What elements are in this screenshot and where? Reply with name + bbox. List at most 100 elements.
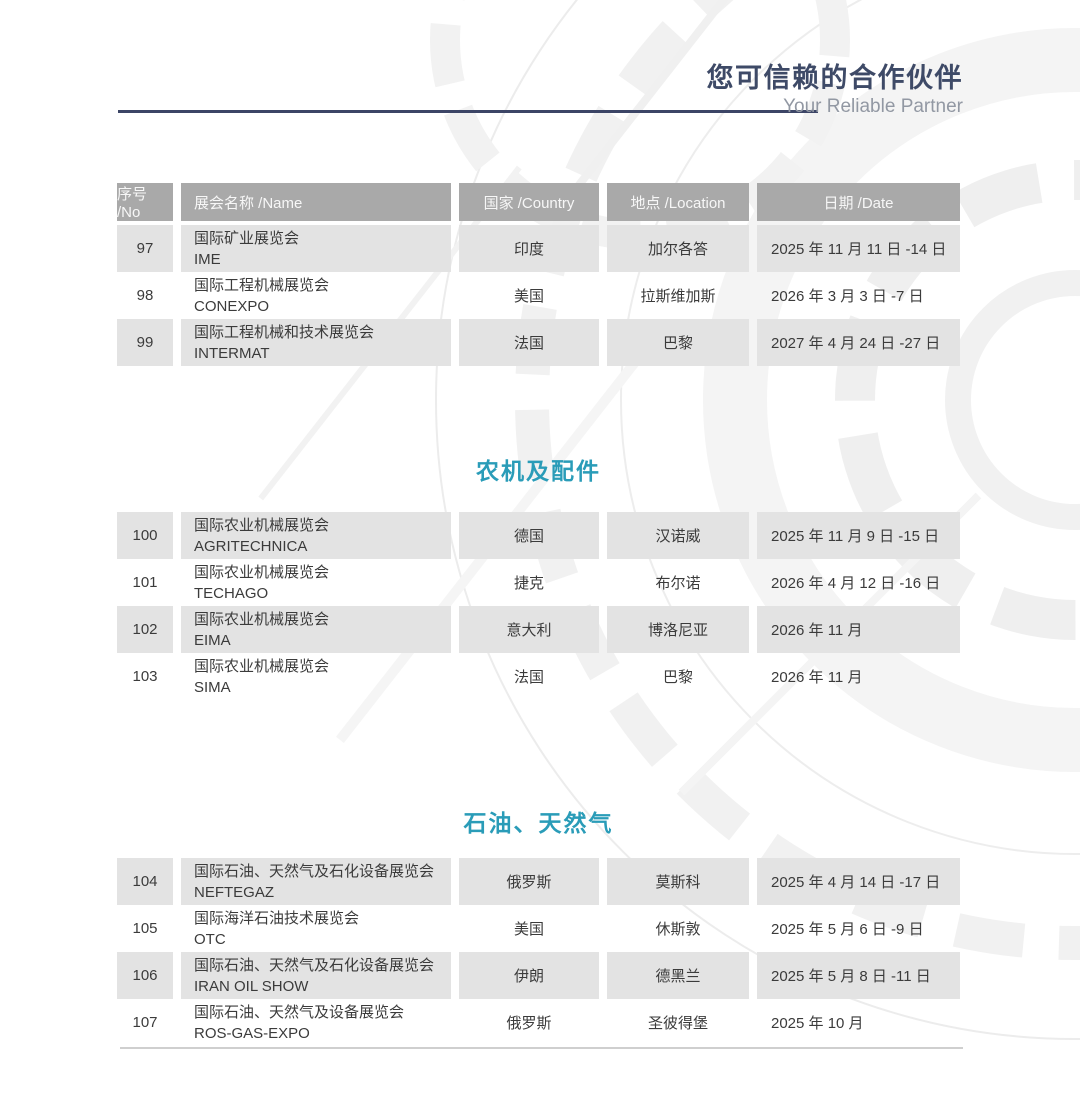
cell-location: 巴黎: [662, 669, 693, 686]
table-row: 104 国际石油、天然气及石化设备展览会 NEFTEGAZ 俄罗斯 莫斯科 2025 年 …: [117, 858, 960, 905]
cell-name: 国际农业机械展览会 TECHAGO: [181, 559, 451, 606]
cell-date: 2026 年 11 月: [757, 606, 960, 653]
footer-rule: [120, 1047, 963, 1049]
exhibition-name-cn: 国际海洋石油技术展览会: [194, 909, 360, 927]
section-title-oil-gas: 石油、天然气: [463, 810, 614, 836]
table-row: 98 国际工程机械展览会 CONEXPO 美国 拉斯维加斯 2026 年 3 月 3 日 …: [117, 272, 960, 319]
exhibition-name-cn: 国际石油、天然气及石化设备展览会: [194, 862, 435, 880]
cell-date: 2025 年 11 月 11 日 -14 日: [757, 225, 960, 272]
table-row: 102 国际农业机械展览会 EIMA 意大利 博洛尼亚 2026 年 11 月: [117, 606, 960, 653]
cell-no: 103: [132, 668, 158, 685]
cell-name: 国际石油、天然气及设备展览会 ROS-GAS-EXPO: [181, 999, 451, 1046]
cell-country: 美国: [513, 921, 544, 938]
page-title: 您可信赖的合作伙伴: [706, 63, 963, 93]
cell-name: 国际矿业展览会 IME: [181, 225, 451, 272]
cell-no: 104: [117, 858, 173, 905]
cell-no: 105: [132, 920, 158, 937]
cell-date: 2025 年 5 月 8 日 -11 日: [757, 952, 960, 999]
cell-location: 拉斯维加斯: [640, 288, 716, 305]
column-header: 日期 /Date: [757, 183, 960, 221]
cell-date: 2027 年 4 月 24 日 -27 日: [757, 319, 960, 366]
exhibition-name-cn: 国际农业机械展览会: [194, 516, 330, 534]
column-header: 国家 /Country: [459, 183, 599, 221]
cell-location: 休斯敦: [655, 921, 701, 938]
exhibition-name-cn: 国际工程机械展览会: [194, 276, 330, 294]
table-section-oil-gas: 104 国际石油、天然气及石化设备展览会 NEFTEGAZ 俄罗斯 莫斯科 2025 年 …: [117, 858, 960, 1046]
cell-country: 俄罗斯: [459, 858, 599, 905]
exhibition-name-en: AGRITECHNICA: [194, 537, 308, 555]
cell-location: 圣彼得堡: [647, 1015, 708, 1032]
exhibition-name-en: OTC: [194, 930, 226, 948]
cell-country: 捷克: [513, 575, 544, 592]
exhibition-name-en: IME: [194, 250, 221, 268]
cell-no: 98: [136, 287, 154, 304]
column-header: 序号 /No: [117, 183, 173, 221]
exhibition-name-cn: 国际矿业展览会: [194, 229, 300, 247]
table-header-row: 序号 /No 展会名称 /Name 国家 /Country 地点 /Location 日…: [117, 183, 960, 221]
exhibition-name-en: NEFTEGAZ: [194, 883, 275, 901]
exhibition-name-cn: 国际工程机械和技术展览会: [194, 323, 375, 341]
cell-no: 99: [117, 319, 173, 366]
cell-name: 国际石油、天然气及石化设备展览会 NEFTEGAZ: [181, 858, 451, 905]
cell-no: 100: [117, 512, 173, 559]
cell-country: 法国: [459, 319, 599, 366]
exhibition-name-cn: 国际农业机械展览会: [194, 657, 330, 675]
cell-date: 2026 年 4 月 12 日 -16 日: [771, 575, 941, 592]
cell-name: 国际农业机械展览会 AGRITECHNICA: [181, 512, 451, 559]
cell-country: 伊朗: [459, 952, 599, 999]
column-header: 地点 /Location: [607, 183, 749, 221]
cell-name: 国际农业机械展览会 EIMA: [181, 606, 451, 653]
cell-no: 101: [132, 574, 158, 591]
table-row: 101 国际农业机械展览会 TECHAGO 捷克 布尔诺 2026 年 4 月 12 日 …: [117, 559, 960, 606]
exhibition-name-en: CONEXPO: [194, 297, 270, 315]
cell-country: 德国: [459, 512, 599, 559]
table-row: 107 国际石油、天然气及设备展览会 ROS-GAS-EXPO 俄罗斯 圣彼得堡 2025…: [117, 999, 960, 1046]
cell-name: 国际海洋石油技术展览会 OTC: [181, 905, 451, 952]
table-row: 100 国际农业机械展览会 AGRITECHNICA 德国 汉诺威 2025 年 11 月…: [117, 512, 960, 559]
exhibition-name-cn: 国际石油、天然气及石化设备展览会: [194, 956, 435, 974]
cell-country: 印度: [459, 225, 599, 272]
table-row: 105 国际海洋石油技术展览会 OTC 美国 休斯敦 2025 年 5 月 6 日 -9 …: [117, 905, 960, 952]
exhibition-name-cn: 国际石油、天然气及设备展览会: [194, 1003, 405, 1021]
cell-no: 102: [117, 606, 173, 653]
column-header: 展会名称 /Name: [181, 183, 451, 221]
cell-date: 2026 年 11 月: [771, 669, 863, 686]
exhibition-name-en: SIMA: [194, 678, 231, 696]
cell-location: 巴黎: [607, 319, 749, 366]
cell-name: 国际工程机械展览会 CONEXPO: [181, 272, 451, 319]
cell-location: 莫斯科: [607, 858, 749, 905]
cell-location: 汉诺威: [607, 512, 749, 559]
cell-location: 博洛尼亚: [607, 606, 749, 653]
cell-country: 法国: [513, 669, 544, 686]
exhibition-name-cn: 国际农业机械展览会: [194, 563, 330, 581]
cell-date: 2026 年 3 月 3 日 -7 日: [771, 288, 924, 305]
cell-country: 俄罗斯: [506, 1015, 552, 1032]
table-row: 103 国际农业机械展览会 SIMA 法国 巴黎 2026 年 11 月: [117, 653, 960, 700]
exhibition-name-en: INTERMAT: [194, 344, 270, 362]
cell-date: 2025 年 5 月 6 日 -9 日: [771, 921, 924, 938]
header-rule: [118, 110, 818, 113]
cell-country: 美国: [513, 288, 544, 305]
cell-name: 国际工程机械和技术展览会 INTERMAT: [181, 319, 451, 366]
cell-date: 2025 年 4 月 14 日 -17 日: [757, 858, 960, 905]
cell-name: 国际石油、天然气及石化设备展览会 IRAN OIL SHOW: [181, 952, 451, 999]
exhibition-name-en: EIMA: [194, 631, 231, 649]
cell-location: 加尔各答: [607, 225, 749, 272]
cell-location: 德黑兰: [607, 952, 749, 999]
table-section-agriculture: 100 国际农业机械展览会 AGRITECHNICA 德国 汉诺威 2025 年 11 月…: [117, 512, 960, 700]
cell-no: 97: [117, 225, 173, 272]
exhibition-name-cn: 国际农业机械展览会: [194, 610, 330, 628]
table-row: 106 国际石油、天然气及石化设备展览会 IRAN OIL SHOW 伊朗 德黑兰 202…: [117, 952, 960, 999]
cell-date: 2025 年 10 月: [771, 1015, 864, 1032]
exhibition-name-en: TECHAGO: [194, 584, 269, 602]
section-title-agriculture: 农机及配件: [476, 458, 601, 484]
exhibition-name-en: IRAN OIL SHOW: [194, 977, 309, 995]
cell-name: 国际农业机械展览会 SIMA: [181, 653, 451, 700]
cell-no: 107: [132, 1014, 158, 1031]
exhibition-name-en: ROS-GAS-EXPO: [194, 1024, 310, 1042]
cell-date: 2025 年 11 月 9 日 -15 日: [757, 512, 960, 559]
table-row: 97 国际矿业展览会 IME 印度 加尔各答 2025 年 11 月 11 日 -14 日: [117, 225, 960, 272]
table-row: 99 国际工程机械和技术展览会 INTERMAT 法国 巴黎 2027 年 4 月 24 …: [117, 319, 960, 366]
page-subtitle: Your Reliable Partner: [783, 96, 963, 117]
